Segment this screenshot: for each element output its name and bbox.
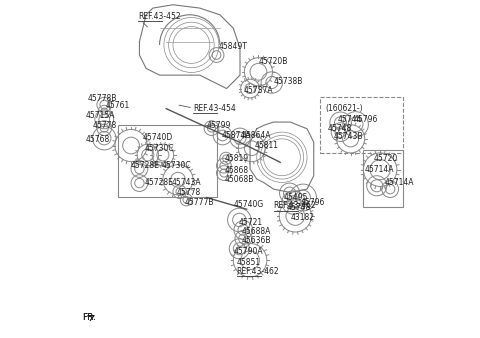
Text: 45811: 45811: [255, 141, 279, 150]
Text: 45737A: 45737A: [243, 86, 273, 95]
Text: 45796: 45796: [300, 198, 324, 207]
Text: REF.43-462: REF.43-462: [274, 201, 316, 210]
Text: 45761: 45761: [106, 101, 130, 110]
Text: 45730C: 45730C: [144, 144, 174, 153]
Text: 45778: 45778: [176, 188, 201, 197]
Text: REF.43-462: REF.43-462: [237, 267, 279, 276]
Text: 45688A: 45688A: [241, 227, 271, 236]
Text: 45636B: 45636B: [241, 236, 271, 245]
Text: 45748: 45748: [327, 124, 351, 132]
Text: 45740D: 45740D: [143, 132, 173, 142]
Text: (160621-): (160621-): [325, 104, 363, 113]
Text: 45796: 45796: [354, 115, 378, 124]
Text: 45849T: 45849T: [218, 42, 247, 51]
Text: REF.43-454: REF.43-454: [193, 104, 236, 113]
Text: 45068B: 45068B: [224, 174, 253, 184]
Text: 45721: 45721: [239, 218, 263, 227]
Text: 45715A: 45715A: [86, 111, 115, 120]
Text: 45743B: 45743B: [333, 131, 363, 141]
Text: 45744: 45744: [337, 115, 361, 124]
Text: 45874A: 45874A: [222, 131, 251, 140]
Text: FR.: FR.: [82, 313, 96, 322]
Text: 45714A: 45714A: [365, 165, 394, 174]
Text: 45790A: 45790A: [233, 247, 263, 256]
Text: 45868: 45868: [224, 166, 248, 174]
Text: 45819: 45819: [224, 154, 248, 164]
Text: REF.43-452: REF.43-452: [138, 12, 180, 21]
Text: 43182: 43182: [290, 213, 314, 222]
Text: 45714A: 45714A: [384, 178, 414, 187]
Bar: [321, 97, 403, 153]
Bar: [363, 150, 403, 207]
Text: 45748: 45748: [287, 203, 311, 212]
Text: 45730C: 45730C: [161, 161, 191, 170]
Text: 45740G: 45740G: [233, 200, 264, 209]
Text: 45495: 45495: [284, 193, 308, 202]
Text: 45864A: 45864A: [241, 131, 271, 140]
Text: 45799: 45799: [206, 121, 231, 130]
Text: FR.: FR.: [82, 313, 96, 322]
Text: 45778: 45778: [93, 121, 117, 130]
Text: 45851: 45851: [237, 258, 261, 267]
Text: 45728E: 45728E: [131, 161, 160, 170]
Text: 45743A: 45743A: [171, 178, 201, 187]
Text: 45720: 45720: [374, 154, 398, 164]
Text: 45768: 45768: [86, 135, 110, 144]
Text: 45720B: 45720B: [258, 57, 288, 66]
Text: 45728E: 45728E: [144, 178, 173, 187]
Text: 45778B: 45778B: [87, 94, 117, 103]
Text: 45777B: 45777B: [185, 198, 214, 207]
Text: 45738B: 45738B: [274, 77, 303, 86]
Bar: [118, 125, 216, 197]
